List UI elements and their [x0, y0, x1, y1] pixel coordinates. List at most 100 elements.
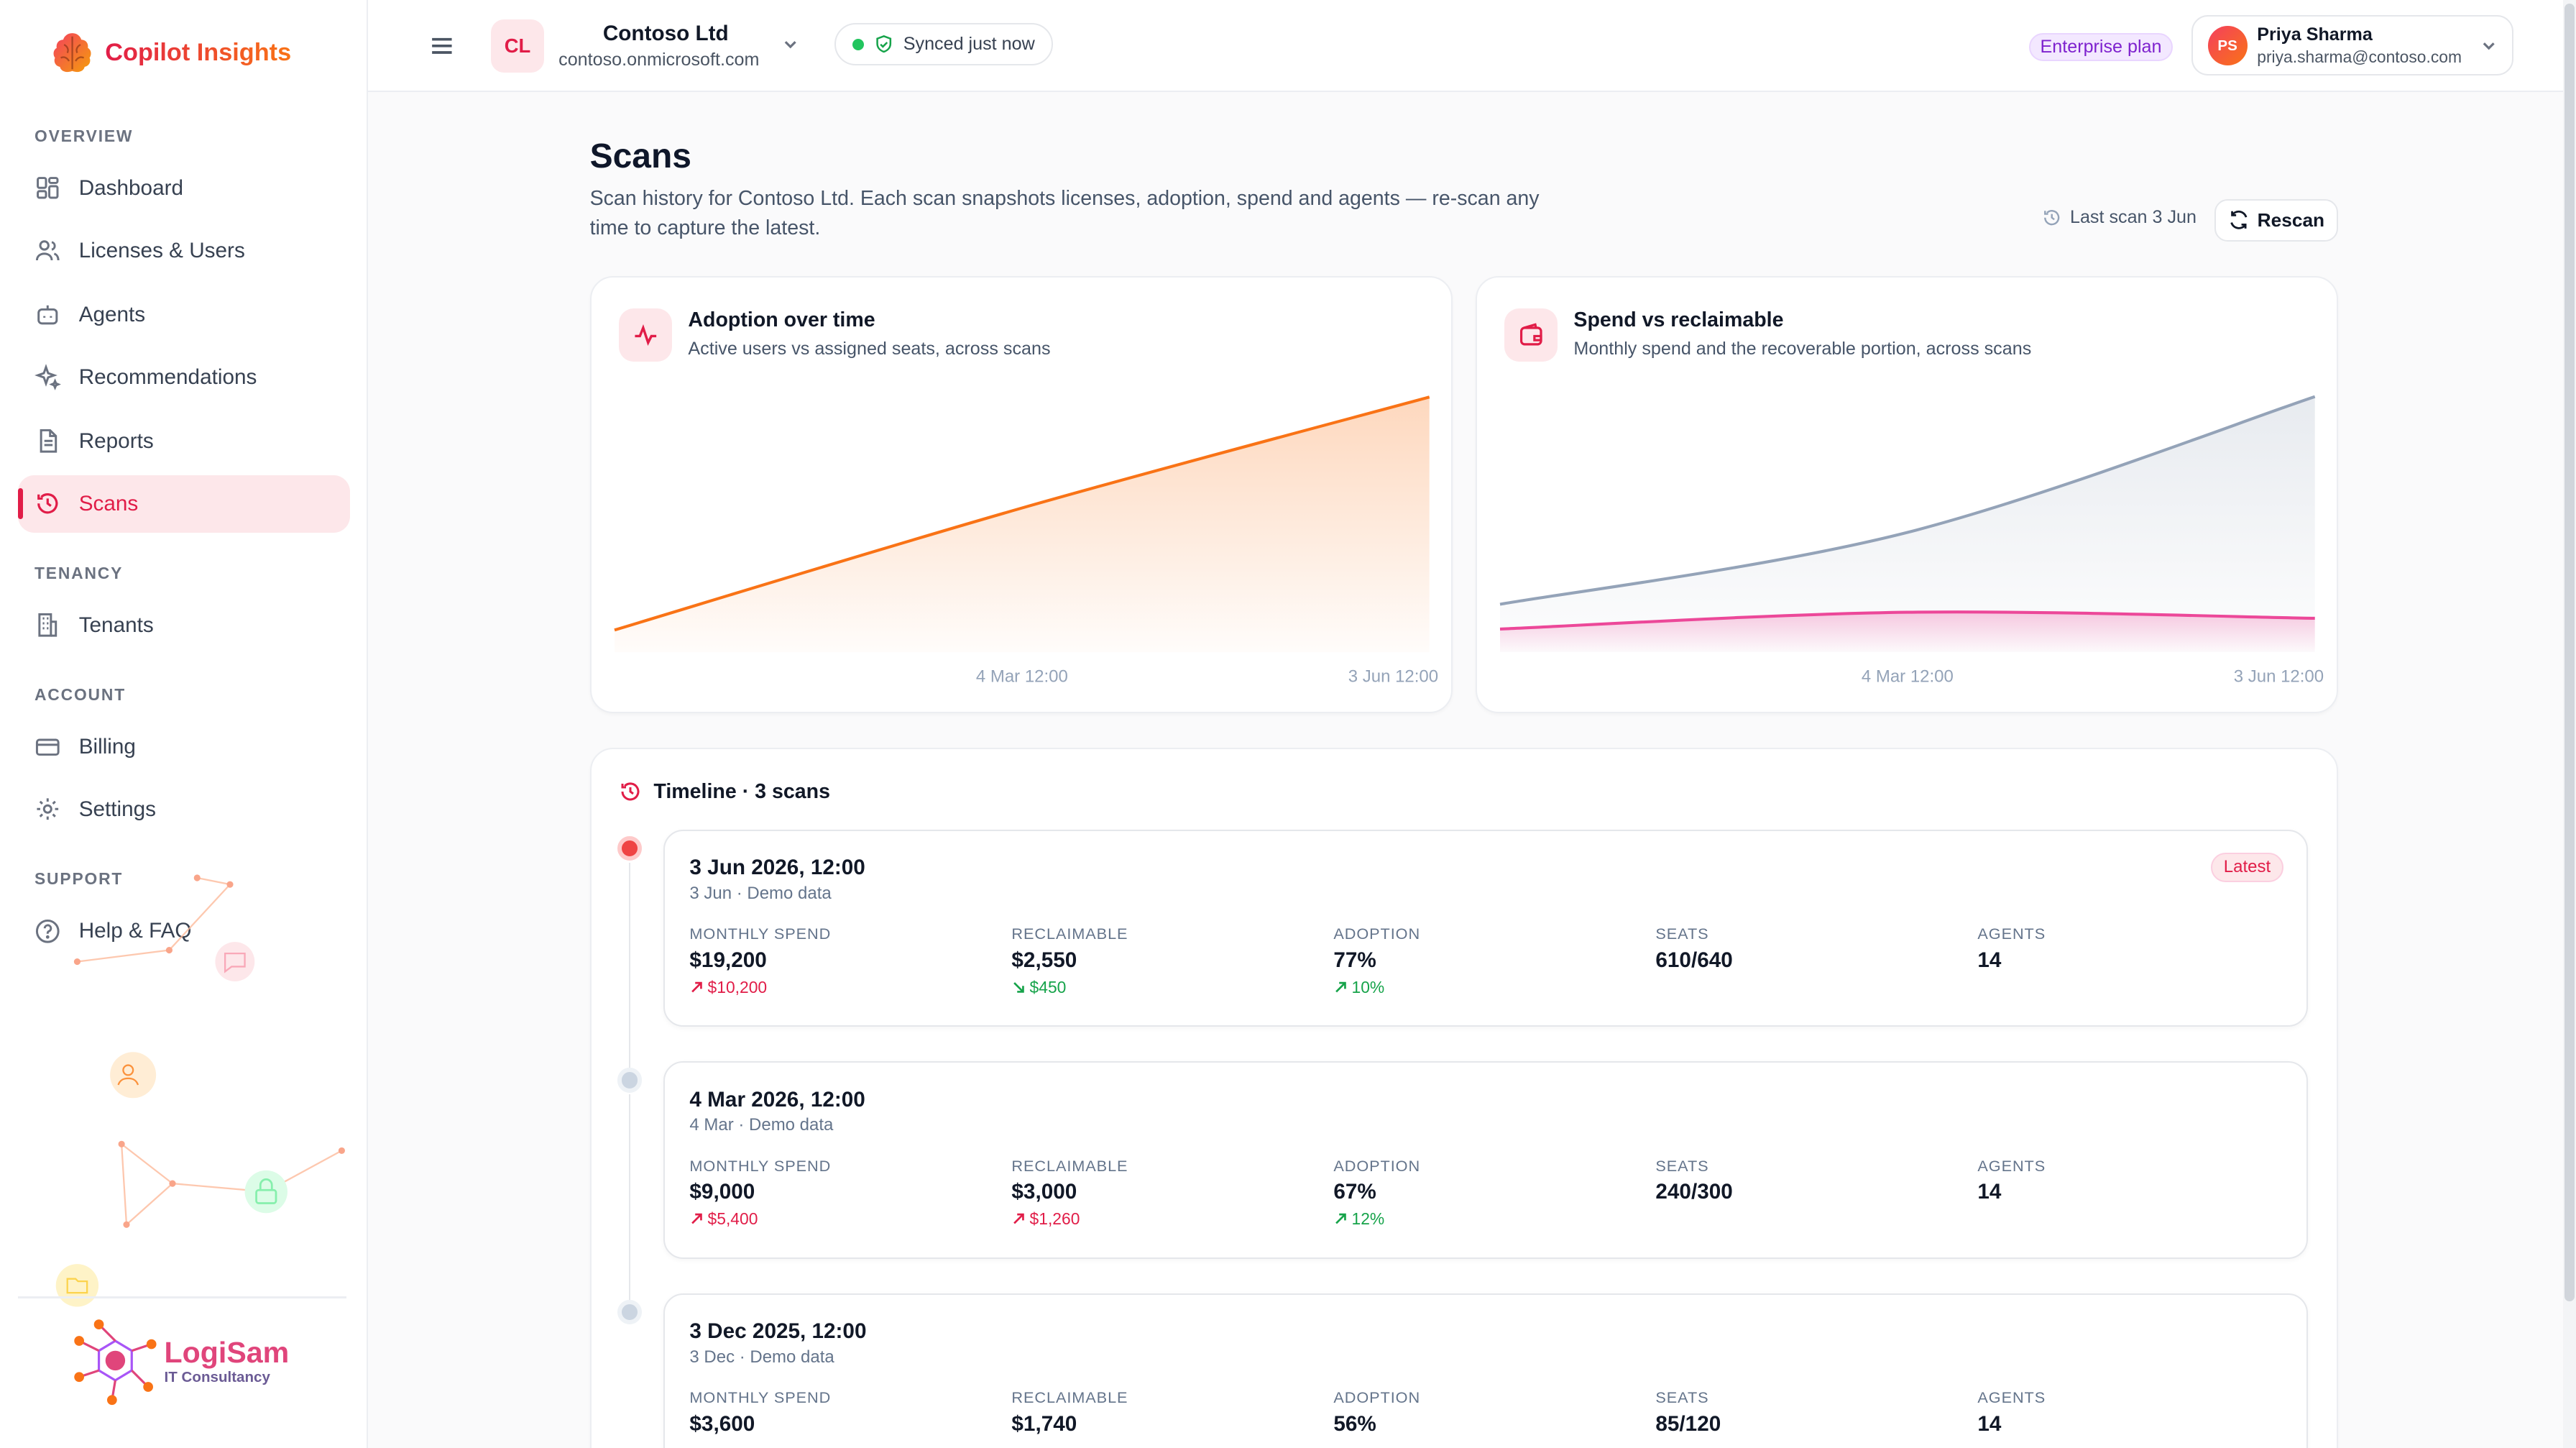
sidebar-item-billing[interactable]: Billing: [18, 718, 350, 776]
sidebar-item-reports[interactable]: Reports: [18, 413, 350, 470]
metric-label: RECLAIMABLE: [1011, 1156, 1128, 1175]
metric-adoption: ADOPTION 77% 10%: [1333, 925, 1420, 997]
arrow-up-right-icon: [1013, 1214, 1025, 1224]
network-decoration: [55, 874, 345, 1307]
building-icon: [38, 613, 58, 638]
scan-card[interactable]: 3 Jun 2026, 12:00 3 Jun · Demo data Lates…: [663, 829, 2309, 1027]
series-area-1: [1499, 612, 2315, 653]
metric-value: $3,600: [689, 1411, 755, 1436]
metric-agents: AGENTS 14: [1977, 1388, 2046, 1436]
metric-value: 56%: [1333, 1411, 1376, 1436]
credit-card-icon: [35, 738, 60, 756]
arrow-up-right-icon: [691, 1214, 703, 1224]
chart-title: Adoption over time: [688, 308, 875, 332]
brain-logo-icon: [53, 32, 91, 72]
timeline-dot: [617, 1299, 643, 1324]
sidebar-item-label: Scans: [78, 491, 139, 515]
sync-status-pill: Synced just now: [834, 22, 1053, 66]
metric-label: RECLAIMABLE: [1011, 1388, 1128, 1406]
user-name: Priya Sharma: [2257, 24, 2373, 45]
nav-section-overview: OVERVIEW: [34, 126, 134, 145]
chevron-down-icon[interactable]: [781, 35, 800, 54]
sidebar-item-recommendations[interactable]: Recommendations: [18, 349, 350, 406]
metric-spend: MONTHLY SPEND $3,600: [689, 1388, 831, 1436]
metric-value: $3,000: [1011, 1180, 1077, 1204]
gear-icon: [37, 798, 59, 820]
sidebar-divider: [18, 1296, 347, 1298]
x-tick-label: 4 Mar 12:00: [1861, 666, 1953, 686]
metric-label: AGENTS: [1977, 1156, 2046, 1175]
sidebar-item-dashboard[interactable]: Dashboard: [18, 160, 350, 217]
sidebar-item-help[interactable]: Help & FAQ: [18, 902, 350, 960]
last-scan-info: Last scan 3 Jun: [2042, 207, 2196, 228]
scan-card[interactable]: 4 Mar 2026, 12:00 4 Mar · Demo data MONT…: [663, 1061, 2309, 1259]
users-icon: [35, 240, 60, 261]
tenant-avatar[interactable]: CL: [491, 19, 544, 73]
spend-chart: 4 Mar 12:00 3 Jun 12:00: [1499, 395, 2324, 686]
metric-reclaimable: RECLAIMABLE $1,740: [1011, 1388, 1128, 1436]
metric-seats: SEATS 610/640: [1655, 925, 1732, 973]
metric-delta: $10,200: [689, 978, 831, 997]
sidebar-item-scans[interactable]: Scans: [18, 475, 350, 533]
activity-icon: [635, 324, 656, 346]
wallet-icon: [1519, 323, 1542, 346]
metric-delta-value: $5,400: [707, 1209, 758, 1229]
metric-value: 67%: [1333, 1180, 1376, 1204]
bot-icon: [37, 306, 58, 325]
sidebar-item-label: Settings: [78, 797, 157, 821]
hamburger-menu-icon[interactable]: [426, 29, 459, 63]
metric-delta-value: $450: [1029, 977, 1067, 996]
sidebar-item-agents[interactable]: Agents: [18, 286, 350, 344]
grid-icon: [37, 177, 59, 199]
metric-label: SEATS: [1655, 1156, 1709, 1175]
chart-subtitle: Monthly spend and the recoverable portio…: [1573, 338, 2032, 359]
metric-reclaimable: RECLAIMABLE $2,550 $450: [1011, 925, 1128, 997]
footer-logo-title: LogiSam: [164, 1335, 290, 1369]
series-line-0: [1499, 395, 2315, 606]
help-icon: [35, 919, 60, 943]
metric-value: $1,740: [1011, 1411, 1077, 1436]
chart-icon-wrap: [1504, 308, 1558, 362]
avatar: PS: [2207, 26, 2248, 66]
scan-meta: 3 Dec · Demo data: [689, 1347, 834, 1367]
footer-logo-subtitle: IT Consultancy: [164, 1368, 270, 1385]
status-dot: [852, 38, 864, 50]
x-tick-label: 3 Jun 12:00: [2233, 666, 2323, 686]
user-menu[interactable]: PS Priya Sharma priya.sharma@contoso.com: [2191, 14, 2514, 76]
metric-value: $2,550: [1011, 948, 1077, 973]
metric-delta: $450: [1011, 978, 1128, 997]
scrollbar-thumb[interactable]: [2564, 3, 2575, 1302]
metric-adoption: ADOPTION 56%: [1333, 1388, 1420, 1436]
metric-label: AGENTS: [1977, 925, 2046, 943]
shield-check-icon: [875, 35, 891, 53]
rescan-button[interactable]: Rescan: [2214, 198, 2338, 242]
sidebar-item-label: Licenses & Users: [78, 238, 245, 262]
metric-delta-value: $1,260: [1029, 1209, 1080, 1229]
chevron-down-icon: [2483, 42, 2495, 50]
series-line-1: [1499, 610, 2315, 631]
metric-delta-value: 12%: [1351, 1209, 1385, 1229]
metric-spend: MONTHLY SPEND $19,200 $10,200: [689, 925, 831, 997]
metric-reclaimable: RECLAIMABLE $3,000 $1,260: [1011, 1157, 1128, 1229]
brand[interactable]: Copilot Insights: [46, 27, 291, 79]
metric-delta-value: 10%: [1351, 977, 1385, 996]
chart-subtitle: Active users vs assigned seats, across s…: [688, 338, 1051, 359]
footer-logo: LogiSam IT Consultancy: [73, 1318, 290, 1406]
sidebar-item-tenants[interactable]: Tenants: [18, 597, 350, 654]
metric-delta: $1,260: [1011, 1209, 1128, 1229]
sidebar-item-settings[interactable]: Settings: [18, 781, 350, 838]
metric-label: AGENTS: [1977, 1388, 2046, 1406]
sidebar-item-licenses-users[interactable]: Licenses & Users: [18, 222, 350, 280]
sync-status-text: Synced just now: [903, 34, 1035, 55]
sidebar-item-label: Help & FAQ: [78, 918, 192, 943]
nav-section-account: ACCOUNT: [34, 685, 126, 705]
metric-label: MONTHLY SPEND: [689, 1388, 832, 1406]
metric-value: 240/300: [1655, 1180, 1733, 1204]
tenant-name[interactable]: Contoso Ltd: [602, 21, 729, 45]
spend-chart-card: Spend vs reclaimable Monthly spend and t…: [1475, 275, 2338, 713]
scan-card[interactable]: 3 Dec 2025, 12:00 3 Dec · Demo data MONT…: [663, 1293, 2309, 1448]
metric-delta: $5,400: [689, 1209, 831, 1229]
x-tick-label: 4 Mar 12:00: [975, 666, 1067, 686]
metric-label: SEATS: [1655, 1388, 1709, 1406]
